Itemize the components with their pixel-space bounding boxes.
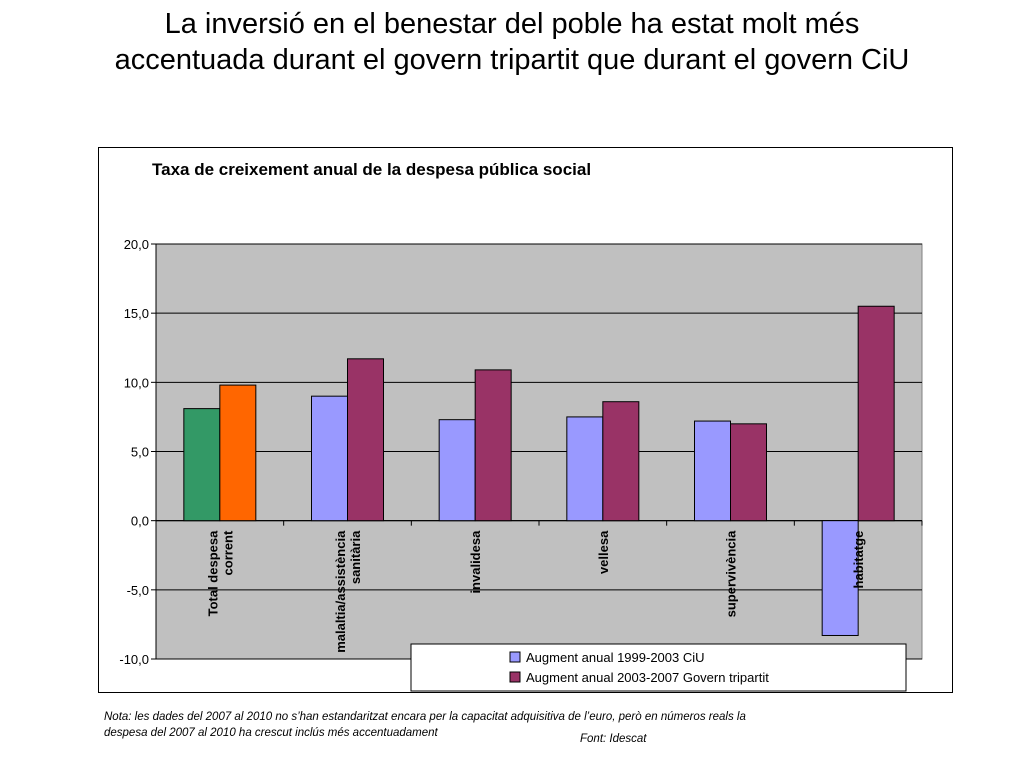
bar <box>311 395 348 522</box>
category-label: corrent <box>220 530 235 575</box>
chart-frame: Taxa de creixement anual de la despesa p… <box>98 147 953 693</box>
legend-swatch <box>509 651 521 663</box>
bar <box>694 420 731 522</box>
bar <box>438 419 476 522</box>
footnote-line-1: Nota: les dades del 2007 al 2010 no s’ha… <box>104 711 746 723</box>
legend-swatch <box>509 671 521 683</box>
bar <box>857 305 895 522</box>
footnote-line-2: despesa del 2007 al 2010 ha crescut incl… <box>104 727 438 739</box>
y-tick-label: 5,0 <box>131 445 149 460</box>
y-tick-label: 0,0 <box>131 514 149 529</box>
y-tick-label: 15,0 <box>124 306 149 321</box>
bar <box>219 384 257 522</box>
bar <box>474 369 512 522</box>
y-tick-label: 20,0 <box>124 237 149 252</box>
chart-title: Taxa de creixement anual de la despesa p… <box>152 160 591 179</box>
y-tick-label: -5,0 <box>127 583 149 598</box>
bar <box>821 520 859 636</box>
category-label: invalidesa <box>468 530 483 594</box>
legend-label: Augment anual 2003-2007 Govern tripartit <box>526 670 769 685</box>
category-label: supervivència <box>724 530 739 617</box>
bar <box>566 416 604 522</box>
bar-chart: Taxa de creixement anual de la despesa p… <box>119 160 923 692</box>
footnote: Nota: les dades del 2007 al 2010 no s’ha… <box>104 709 904 741</box>
bar <box>183 408 221 522</box>
category-label: vellesa <box>596 530 611 574</box>
bar <box>602 401 640 522</box>
legend-box <box>410 643 907 692</box>
slide-title-line-2: accentuada durant el govern tripartit qu… <box>114 44 910 76</box>
bar <box>730 423 767 522</box>
legend-label: Augment anual 1999-2003 CiU <box>526 650 705 665</box>
y-tick-label: 10,0 <box>124 375 149 390</box>
slide-title: La inversió en el benestar del poble ha … <box>0 6 1024 78</box>
category-label: Total despesa <box>205 530 220 617</box>
category-label: sanitària <box>348 530 363 584</box>
category-label: malaltia/assistència <box>333 530 348 653</box>
source-credit: Font: Idescat <box>580 733 647 745</box>
category-label: habitatge <box>851 531 866 589</box>
slide-title-line-1: La inversió en el benestar del poble ha … <box>164 8 860 40</box>
y-tick-label: -10,0 <box>119 652 149 667</box>
bar <box>347 358 384 522</box>
